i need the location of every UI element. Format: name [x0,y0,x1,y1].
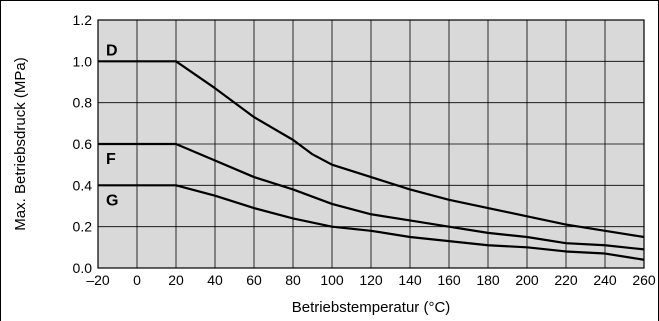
x-tick-label: 20 [168,272,184,288]
series-labels: D F G [106,42,118,209]
y-tick-label: 0.0 [73,260,93,276]
x-tick-label: 40 [207,272,223,288]
x-tick-label: –20 [86,272,110,288]
series-lines [98,60,645,261]
x-tick-label: 160 [437,272,461,288]
x-tick-label: 60 [246,272,262,288]
x-tick-label: 180 [476,272,500,288]
x-tick-label: 0 [133,272,141,288]
x-tick-labels: –20 0 20 40 60 80 100 120 140 160 180 200 220 240 260 [86,272,656,288]
y-tick-label: 1.2 [73,12,93,28]
x-tick-label: 200 [515,272,539,288]
y-tick-label: 0.2 [73,219,93,235]
y-tick-label: 0.8 [73,95,93,111]
x-tick-label: 260 [632,272,656,288]
series-line-f [98,142,645,251]
series-label-d: D [106,42,118,59]
x-tick-label: 140 [398,272,422,288]
plot-border [97,19,645,269]
x-axis-label: Betriebstemperatur (°C) [292,299,451,316]
x-tick-label: 240 [593,272,617,288]
y-axis-label: Max. Betriebsdruck (MPa) [12,57,29,230]
x-tick-label: 100 [320,272,344,288]
series-label-f: F [106,151,116,168]
x-tick-label: 220 [554,272,578,288]
x-tick-label: 80 [285,272,301,288]
x-tick-label: 120 [359,272,383,288]
series-line-d [98,60,645,239]
y-tick-labels: 0.0 0.2 0.4 0.6 0.8 1.0 1.2 [73,12,93,276]
series-line-g [98,184,645,261]
y-tick-label: 0.4 [73,177,93,193]
series-label-g: G [106,192,118,209]
y-tick-label: 0.6 [73,136,93,152]
y-tick-label: 1.0 [73,53,93,69]
